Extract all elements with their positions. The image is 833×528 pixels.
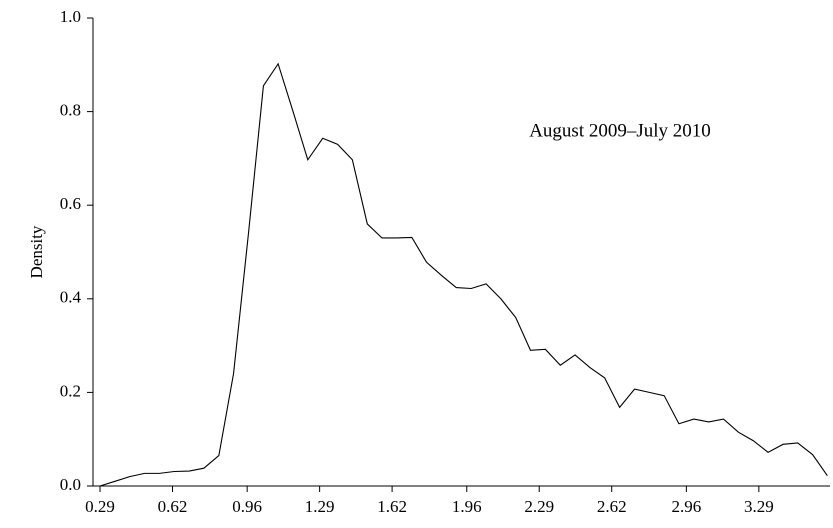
x-tick-label: 0.29 [85,497,115,516]
y-tick-label: 0.8 [60,101,81,120]
x-tick-label: 1.62 [377,497,407,516]
y-axis-label: Density [27,225,46,278]
x-tick-label: 2.96 [672,497,702,516]
x-tick-label: 3.29 [744,497,774,516]
y-tick-label: 0.0 [60,475,81,494]
x-tick-label: 2.29 [524,497,554,516]
y-tick-label: 0.4 [60,288,82,307]
x-tick-label: 1.29 [305,497,335,516]
x-tick-label: 1.96 [452,497,482,516]
y-tick-label: 0.6 [60,194,81,213]
x-tick-label: 0.96 [232,497,262,516]
line [99,62,828,487]
x-tick-label: 0.62 [158,497,188,516]
y-tick-label: 0.2 [60,381,81,400]
annotation: August 2009–July 2010 [529,120,711,141]
x-tick-label: 2.62 [597,497,627,516]
y-tick-label: 1.0 [60,7,81,26]
